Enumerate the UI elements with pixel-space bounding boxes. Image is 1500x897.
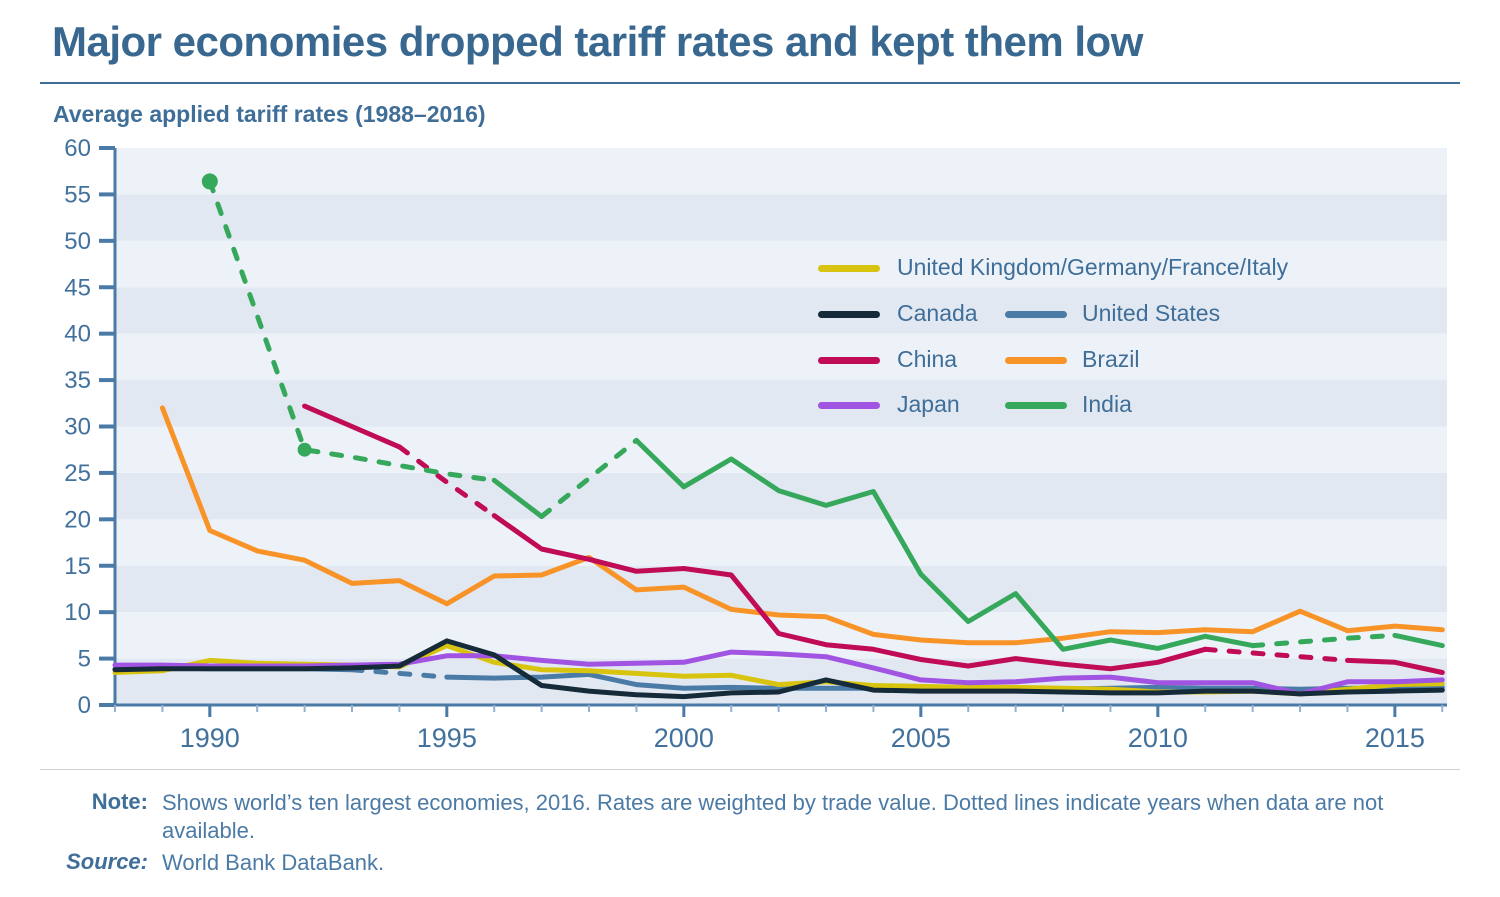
note-label: Note: <box>91 789 148 814</box>
source-label: Source: <box>66 849 148 874</box>
chart-subtitle: Average applied tariff rates (1988–2016) <box>53 101 486 127</box>
x-tick-label: 1990 <box>180 723 240 753</box>
y-tick-label: 60 <box>64 135 91 162</box>
series-india <box>201 173 1445 652</box>
y-tick-label: 30 <box>64 414 91 441</box>
page-title: Major economies dropped tariff rates and… <box>52 18 1143 65</box>
plot-background-bands <box>115 148 1447 705</box>
x-axis-ticks: 1990 1995 2000 2005 2010 2015 <box>114 705 1444 753</box>
data-point-marker <box>201 173 218 190</box>
data-point-marker <box>297 442 312 457</box>
note-text: Shows world’s ten largest economies, 201… <box>162 790 1384 843</box>
y-tick-label: 35 <box>64 367 91 394</box>
note-row: Note: Shows world’s ten largest economie… <box>0 789 1460 845</box>
series-brazil <box>159 405 1445 646</box>
y-axis-ticks: 0 5 10 15 20 25 30 35 40 45 50 55 60 <box>64 135 115 719</box>
y-tick-label: 15 <box>64 553 91 580</box>
x-tick-label: 2000 <box>654 723 714 753</box>
x-tick-label: 1995 <box>417 723 477 753</box>
y-tick-label: 45 <box>64 274 91 301</box>
source-row: Source: World Bank DataBank. <box>0 849 1460 877</box>
y-tick-label: 5 <box>78 646 91 673</box>
y-tick-label: 25 <box>64 460 91 487</box>
y-tick-label: 40 <box>64 321 91 348</box>
y-tick-label: 0 <box>78 692 91 719</box>
y-tick-label: 50 <box>64 228 91 255</box>
y-tick-label: 20 <box>64 506 91 533</box>
x-tick-label: 2015 <box>1365 723 1425 753</box>
title-divider <box>40 82 1460 84</box>
series-china <box>302 403 1445 675</box>
y-tick-label: 10 <box>64 599 91 626</box>
series-canada <box>112 638 1445 700</box>
series-japan <box>112 649 1445 697</box>
source-text: World Bank DataBank. <box>162 850 385 875</box>
x-tick-label: 2005 <box>891 723 951 753</box>
x-tick-label: 2010 <box>1128 723 1188 753</box>
y-tick-label: 55 <box>64 181 91 208</box>
footer-divider <box>40 769 1460 770</box>
